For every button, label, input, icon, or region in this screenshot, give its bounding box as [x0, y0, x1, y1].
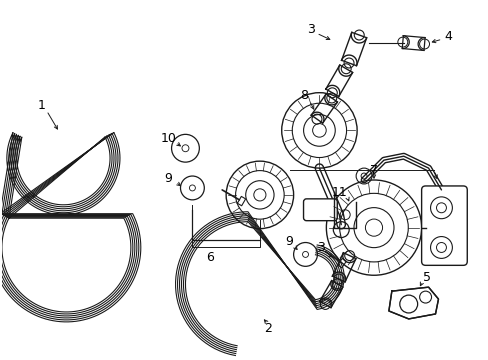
Text: 1: 1	[38, 99, 45, 112]
Polygon shape	[388, 287, 438, 319]
Text: 4: 4	[444, 30, 451, 42]
Text: 9: 9	[285, 235, 293, 248]
Text: 3: 3	[307, 23, 315, 36]
FancyBboxPatch shape	[421, 186, 467, 265]
Text: 3: 3	[317, 241, 325, 254]
Text: 7: 7	[369, 163, 377, 176]
Text: 8: 8	[300, 89, 308, 102]
FancyBboxPatch shape	[303, 199, 337, 221]
Text: 10: 10	[161, 132, 176, 145]
Text: 9: 9	[164, 171, 172, 185]
Text: 11: 11	[331, 186, 346, 199]
Text: 5: 5	[422, 271, 430, 284]
Text: 6: 6	[206, 251, 214, 264]
Text: 2: 2	[264, 322, 271, 336]
